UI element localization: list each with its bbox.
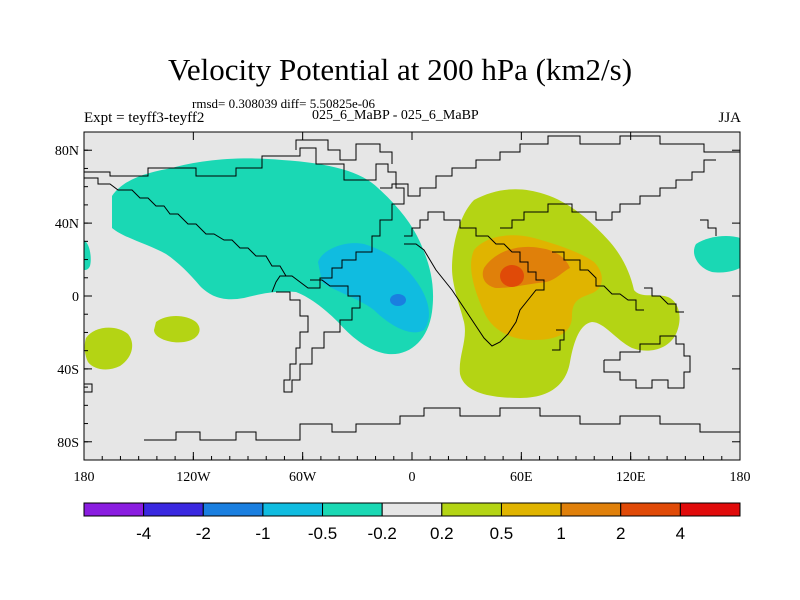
x-tick-label: 120W <box>176 470 211 485</box>
colorbar-label: 0.2 <box>430 524 454 543</box>
colorbar-label: -4 <box>136 524 151 543</box>
coastline-south-america <box>276 279 361 393</box>
x-tick-label: 120E <box>616 470 646 485</box>
colorbar-swatch <box>500 502 562 517</box>
coastline-antarctica <box>144 407 740 441</box>
colorbar-label: -2 <box>196 524 211 543</box>
colorbar-swatch <box>143 502 204 517</box>
coastline-europe <box>380 135 740 197</box>
colorbar-swatch <box>262 502 324 517</box>
colorbar-label: 4 <box>676 524 685 543</box>
rmsd-diff-label: rmsd= 0.308039 diff= 5.50825e-06 <box>192 96 376 111</box>
contour-pos-2 <box>500 265 524 287</box>
coastline-japan <box>700 219 717 236</box>
y-tick-label: 40N <box>55 217 79 232</box>
coastline-madagascar <box>552 329 565 351</box>
x-tick-label: 60W <box>289 470 317 485</box>
colorbar-label: -0.5 <box>308 524 337 543</box>
contour-pos-02-sw-pacific <box>84 327 133 370</box>
colorbar-swatch <box>83 502 145 517</box>
colorbar-label: 0.5 <box>490 524 514 543</box>
coastline-africa <box>404 211 545 347</box>
colorbar-label: -0.2 <box>368 524 397 543</box>
x-tick-label: 60E <box>510 470 533 485</box>
contour-neg-05 <box>318 243 429 333</box>
contour-neg-1 <box>390 294 406 306</box>
colorbar-swatch <box>441 502 502 517</box>
coastline-australia <box>603 335 691 389</box>
coastline-greenland <box>295 139 393 164</box>
chart-title: Velocity Potential at 200 hPa (km2/s) <box>167 52 633 87</box>
y-tick-label: 40S <box>57 363 79 378</box>
colorbar-label: 2 <box>616 524 625 543</box>
axis-ticks: 180 120W 60W 0 60E 120E 180 80N 40N 0 40S 80S <box>55 132 751 485</box>
experiment-label: Expt = teyff3-teyff2 <box>84 110 205 126</box>
coastline-india <box>552 251 644 311</box>
colorbar-swatch <box>560 502 622 517</box>
map-plot-area <box>84 132 740 460</box>
contour-neg-02-west-edge <box>84 240 91 270</box>
x-tick-label: 180 <box>74 470 95 485</box>
colorbar-swatch <box>620 502 681 517</box>
coastline-maritime-continent <box>644 287 684 313</box>
case-label: 025_6_MaBP - 025_6_MaBP <box>312 108 479 123</box>
coastline-north-america-west <box>84 177 287 277</box>
colorbar: -4 -2 -1 -0.5 -0.2 0.2 0.5 1 2 4 <box>83 502 741 543</box>
coastline-asia <box>500 159 716 229</box>
season-label: JJA <box>718 110 741 126</box>
y-tick-label: 0 <box>72 290 79 305</box>
coastline-pacific-islands <box>84 383 93 393</box>
coastline-north-america <box>84 147 405 293</box>
colorbar-label: 1 <box>556 524 565 543</box>
x-tick-label: 180 <box>730 470 751 485</box>
contour-pos-02-s-pacific <box>154 316 200 343</box>
colorbar-swatch <box>381 502 443 517</box>
contour-neg-02-main <box>112 158 434 355</box>
colorbar-swatch <box>679 502 741 517</box>
colorbar-swatch <box>322 502 383 517</box>
y-tick-label: 80S <box>57 436 79 451</box>
y-tick-label: 80N <box>55 144 79 159</box>
coastlines <box>84 135 740 441</box>
colorbar-swatch <box>202 502 264 517</box>
x-tick-label: 0 <box>409 470 416 485</box>
colorbar-label: -1 <box>255 524 270 543</box>
contour-neg-02-east-edge <box>693 236 740 273</box>
